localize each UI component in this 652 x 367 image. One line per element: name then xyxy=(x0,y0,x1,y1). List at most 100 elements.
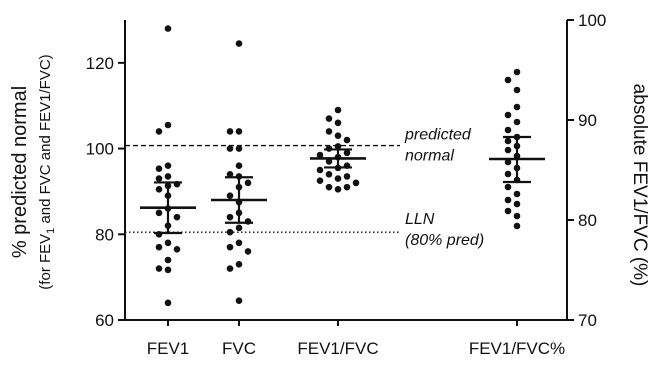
data-point xyxy=(316,166,324,174)
data-point xyxy=(352,179,360,187)
data-point xyxy=(155,128,163,135)
data-point xyxy=(334,175,342,182)
left-axis-subtitle-part-2: and FVC and FEV1/FVC) xyxy=(37,54,54,227)
data-point xyxy=(334,185,342,193)
data-point xyxy=(173,213,181,221)
data-point xyxy=(226,170,234,178)
lln-label: LLN xyxy=(405,211,435,228)
data-point xyxy=(164,266,172,274)
axes xyxy=(124,20,568,321)
predicted-normal-label: predicted xyxy=(404,127,472,144)
data-point xyxy=(343,136,351,144)
data-point xyxy=(164,121,172,129)
data-point xyxy=(155,265,163,272)
right-tick-label: 80 xyxy=(578,211,597,230)
right-axis-ticks: 70 80 90 100 xyxy=(567,11,606,330)
data-point xyxy=(226,128,234,135)
data-point xyxy=(513,86,521,94)
right-tick-label: 90 xyxy=(578,111,597,130)
data-point xyxy=(504,196,512,204)
right-axis-title: absolute FEV1/FVC (%) xyxy=(629,84,650,287)
data-point xyxy=(334,119,342,127)
data-point xyxy=(226,192,234,200)
data-point xyxy=(235,145,243,152)
data-point xyxy=(504,111,512,119)
data-point xyxy=(173,245,181,253)
data-point xyxy=(235,260,243,268)
data-point xyxy=(235,40,243,47)
lln-label: (80% pred) xyxy=(405,232,484,249)
data-point xyxy=(325,128,333,135)
data-point xyxy=(325,115,333,122)
data-point xyxy=(155,209,163,217)
data-point xyxy=(164,239,172,247)
data-point xyxy=(226,145,234,152)
category-label: FEV1 xyxy=(147,339,190,358)
data-point xyxy=(504,76,512,84)
left-axis-ticks: 60 80 100 120 xyxy=(86,54,125,330)
data-point xyxy=(155,243,163,251)
data-point xyxy=(343,149,351,157)
left-axis-subtitle-part-1: (for FEV xyxy=(37,234,54,290)
data-point xyxy=(513,200,521,208)
data-point xyxy=(325,158,333,165)
right-tick-label: 100 xyxy=(578,11,606,30)
data-point xyxy=(343,173,351,180)
left-tick-label: 100 xyxy=(86,140,114,159)
reference-lines: predicted normal LLN (80% pred) xyxy=(125,127,484,249)
data-point xyxy=(325,170,333,178)
data-point xyxy=(235,239,243,247)
data-point xyxy=(504,158,512,166)
data-point xyxy=(155,175,163,182)
data-point xyxy=(226,213,234,221)
right-tick-label: 70 xyxy=(578,311,597,330)
category-label: FEV1/FVC% xyxy=(469,339,565,358)
mean-and-error-bars xyxy=(140,135,545,235)
data-point xyxy=(334,143,342,150)
left-tick-label: 120 xyxy=(86,54,114,73)
category-label: FVC xyxy=(222,339,256,358)
data-point xyxy=(164,173,172,180)
left-tick-label: 60 xyxy=(95,311,114,330)
left-axis-subtitle-subscript: 1 xyxy=(45,228,57,234)
data-point xyxy=(513,212,521,220)
data-point xyxy=(325,183,333,191)
data-point xyxy=(316,177,324,185)
data-point xyxy=(513,103,521,111)
data-point xyxy=(504,183,512,191)
data-point xyxy=(504,207,512,215)
data-point xyxy=(164,162,172,170)
data-point xyxy=(504,137,512,145)
data-point xyxy=(155,165,163,173)
data-point xyxy=(164,299,172,307)
data-point xyxy=(244,248,252,255)
data-point xyxy=(316,151,324,159)
category-labels: FEV1 FVC FEV1/FVC FEV1/FVC% xyxy=(147,320,565,358)
data-point xyxy=(164,25,172,32)
left-axis-title: % predicted normal xyxy=(9,86,31,258)
data-point xyxy=(504,146,512,154)
data-points xyxy=(155,25,521,307)
data-point xyxy=(164,256,172,264)
data-point xyxy=(513,68,521,76)
data-point xyxy=(235,128,243,135)
data-point xyxy=(343,183,351,191)
data-point xyxy=(334,106,342,114)
data-point xyxy=(504,126,512,134)
data-point xyxy=(513,190,521,198)
data-point xyxy=(334,132,342,140)
left-tick-label: 80 xyxy=(95,225,114,244)
data-point xyxy=(235,224,243,232)
predicted-normal-label: normal xyxy=(405,148,454,165)
data-point xyxy=(513,118,521,126)
data-point xyxy=(235,162,243,170)
left-axis-subtitle: (for FEV1 and FVC and FEV1/FVC) xyxy=(37,54,57,289)
data-point xyxy=(155,185,163,193)
data-point xyxy=(235,297,243,305)
data-point xyxy=(513,222,521,230)
data-point xyxy=(226,228,234,236)
category-label: FEV1/FVC xyxy=(297,339,378,358)
data-point xyxy=(226,265,234,272)
data-point xyxy=(244,179,252,187)
